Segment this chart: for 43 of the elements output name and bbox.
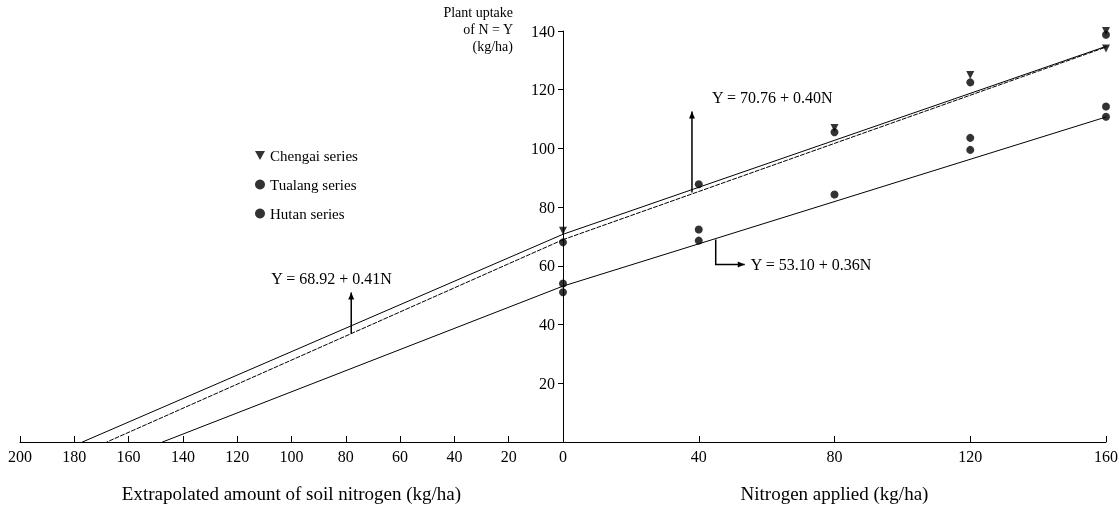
point (1102, 102, 1110, 111)
x-tick-label: 200 (8, 447, 32, 465)
point (559, 238, 567, 247)
x-tick-label: 0 (559, 447, 567, 465)
point (966, 78, 975, 87)
y-tick-label: 40 (539, 316, 555, 334)
point (966, 133, 975, 142)
y-tick-label: 140 (531, 22, 555, 40)
x-tick-label: 40 (446, 447, 463, 465)
y-tick-label: 80 (539, 198, 555, 216)
y-tick-label: 120 (531, 81, 555, 99)
point (830, 128, 839, 137)
x-tick-label: 20 (500, 447, 517, 465)
x-tick-label: 180 (62, 447, 87, 465)
annotation: Y = 68.92 + 0.41N (271, 269, 393, 287)
legend-label: Tualang series (270, 176, 357, 193)
point (966, 71, 975, 80)
x-axis-title: Nitrogen applied (kg/ha) (740, 483, 929, 505)
annotation: Y = 70.76 + 0.40N (711, 88, 833, 106)
legend-label: Hutan series (270, 205, 345, 222)
point (559, 288, 567, 297)
x-tick-label: 140 (170, 447, 195, 465)
x-tick-label: 160 (1094, 447, 1118, 465)
point (966, 145, 975, 154)
y-tick-label: 20 (539, 374, 555, 392)
y-tick-label: 60 (539, 257, 555, 275)
x-tick-label: 80 (826, 447, 843, 465)
y-tick-label: 100 (531, 139, 555, 157)
point (830, 190, 839, 199)
x-tick-label: 160 (116, 447, 141, 465)
x-axis-title: Extrapolated amount of soil nitrogen (kg/ha) (121, 483, 462, 505)
x-tick-label: 40 (690, 447, 707, 465)
point (559, 226, 567, 235)
y-axis-title: Plant uptake of N = Y (kg/ha) (443, 5, 514, 55)
x-tick-label: 100 (279, 447, 304, 465)
point (1102, 30, 1110, 39)
legend-label: Chengai series (270, 147, 359, 164)
point (694, 225, 703, 234)
annotation: Y = 53.10 + 0.36N (750, 255, 872, 273)
x-tick-label: 60 (392, 447, 409, 465)
x-tick-label: 120 (225, 447, 250, 465)
x-tick-label: 120 (958, 447, 983, 465)
x-tick-label: 80 (337, 447, 354, 465)
